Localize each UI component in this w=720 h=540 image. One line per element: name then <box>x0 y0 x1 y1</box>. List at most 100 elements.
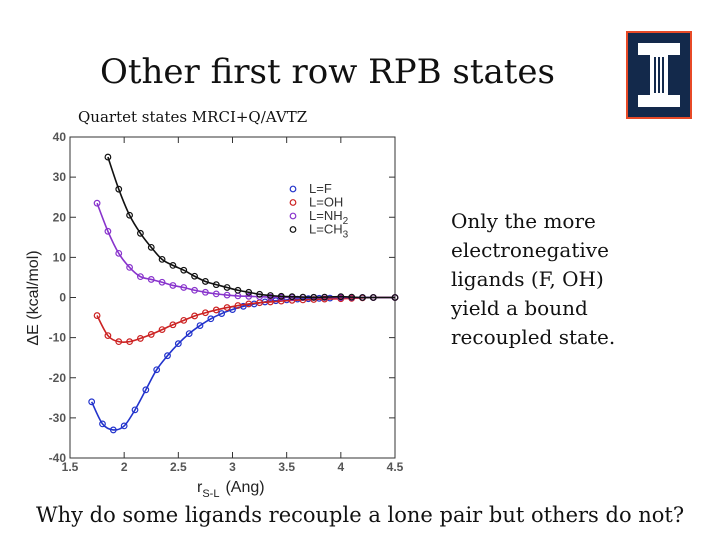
y-axis-title: ΔE (kcal/mol) <box>25 250 42 345</box>
data-point-l-oh <box>115 338 123 346</box>
data-point-l-oh <box>212 306 220 314</box>
data-point-l-nh2 <box>115 249 123 257</box>
y-tick-label: -30 <box>49 411 67 425</box>
x-tick-label: 4.5 <box>387 460 404 474</box>
data-point-l-oh <box>267 298 274 306</box>
legend-marker <box>289 226 297 233</box>
y-tick-label: -40 <box>49 451 67 465</box>
data-point-l-ch3 <box>115 185 123 193</box>
data-point-l-ch3 <box>391 294 399 301</box>
data-point-l-nh2 <box>126 264 133 271</box>
x-tick-label: 2 <box>121 460 128 474</box>
data-point-l-f <box>153 366 161 374</box>
logo-column-lines <box>654 57 664 93</box>
data-point-l-f <box>164 352 171 360</box>
data-point-l-f <box>207 315 215 323</box>
data-point-l-ch3 <box>147 243 155 251</box>
chart-subtitle: Quartet states MRCI+Q/AVTZ <box>78 108 308 126</box>
data-point-l-nh2 <box>93 199 101 207</box>
data-point-l-nh2 <box>191 286 198 294</box>
data-point-l-ch3 <box>359 294 366 301</box>
data-point-l-f <box>174 340 182 348</box>
data-point-l-f <box>131 406 139 414</box>
data-point-l-ch3 <box>180 266 188 274</box>
y-axis-label: ΔE (kcal/mol) <box>25 250 42 345</box>
data-point-l-nh2 <box>104 227 112 235</box>
y-tick-label: -10 <box>49 331 67 345</box>
data-point-l-ch3 <box>256 290 263 298</box>
data-point-l-ch3 <box>277 292 285 300</box>
side-note-line: recoupled state. <box>451 325 616 349</box>
data-point-l-oh <box>234 302 242 309</box>
data-point-l-ch3 <box>169 262 177 269</box>
data-point-l-nh2 <box>245 292 253 300</box>
data-point-l-ch3 <box>191 272 198 280</box>
data-point-l-nh2 <box>223 291 231 299</box>
legend-label: L=F <box>309 181 332 196</box>
y-tick-label: 40 <box>53 130 67 144</box>
university-logo <box>626 31 692 119</box>
legend-marker <box>289 199 297 206</box>
y-tick-label: 0 <box>59 291 66 305</box>
legend-marker <box>289 185 297 193</box>
data-point-l-ch3 <box>202 278 209 285</box>
slide-title: Other first row RPB states <box>100 52 555 92</box>
data-point-l-f <box>109 426 117 434</box>
data-point-l-oh <box>126 338 133 346</box>
legend-marker <box>289 212 297 220</box>
data-point-l-ch3 <box>288 293 296 301</box>
data-point-l-ch3 <box>337 293 345 301</box>
data-point-l-ch3 <box>321 293 328 301</box>
data-point-l-ch3 <box>310 293 318 301</box>
data-point-l-nh2 <box>137 273 144 281</box>
side-note-line: Only the more <box>451 209 596 233</box>
y-tick-label: 30 <box>53 170 67 184</box>
data-point-l-oh <box>191 312 198 320</box>
data-point-l-oh <box>223 304 231 311</box>
legend-label: L=NH2 <box>309 208 349 227</box>
data-point-l-ch3 <box>212 281 220 289</box>
x-axis-sub: S-L <box>202 488 219 500</box>
data-point-l-ch3 <box>299 293 307 301</box>
x-axis-title: rS-L (Ang) <box>197 479 265 500</box>
side-note: Only the more electronegative ligands (F… <box>451 207 641 352</box>
data-point-l-oh <box>104 332 112 340</box>
data-point-l-oh <box>93 312 101 319</box>
data-point-l-f <box>218 310 226 317</box>
data-point-l-f <box>120 422 128 430</box>
y-tick-label: 20 <box>53 210 67 224</box>
data-point-l-ch3 <box>245 288 253 296</box>
x-tick-label: 3.5 <box>278 460 295 474</box>
y-tick-label: -20 <box>49 371 67 385</box>
data-point-l-oh <box>277 297 285 305</box>
x-tick-label: 1.5 <box>62 460 79 474</box>
data-point-l-nh2 <box>147 276 155 283</box>
data-point-l-oh <box>180 316 188 324</box>
x-axis-var: r <box>197 479 203 496</box>
x-tick-label: 2.5 <box>170 460 187 474</box>
data-point-l-nh2 <box>169 282 177 289</box>
data-point-l-ch3 <box>137 229 144 237</box>
data-point-l-ch3 <box>234 286 242 294</box>
x-tick-label: 4 <box>337 460 344 474</box>
data-point-l-ch3 <box>158 255 166 263</box>
data-point-l-ch3 <box>348 293 356 301</box>
data-point-l-nh2 <box>212 290 220 298</box>
data-point-l-oh <box>169 321 177 329</box>
data-point-l-oh <box>202 309 209 317</box>
data-point-l-oh <box>158 326 166 334</box>
data-point-l-nh2 <box>158 278 166 286</box>
y-tick-label: 10 <box>53 250 67 264</box>
data-point-l-oh <box>245 300 253 308</box>
data-point-l-nh2 <box>202 288 209 296</box>
data-point-l-f <box>99 420 106 428</box>
x-tick-label: 3 <box>229 460 236 474</box>
data-point-l-ch3 <box>369 294 377 301</box>
side-note-line: yield a bound <box>451 296 588 320</box>
axis-ticks: 1.5 2 2.5 3 3.5 4 4.5 -40 -30 -20 -10 0 10 20 30 40 <box>49 130 404 474</box>
legend-label: L=OH <box>309 195 343 210</box>
x-axis-unit: (Ang) <box>225 479 264 496</box>
data-point-l-f <box>88 398 96 406</box>
